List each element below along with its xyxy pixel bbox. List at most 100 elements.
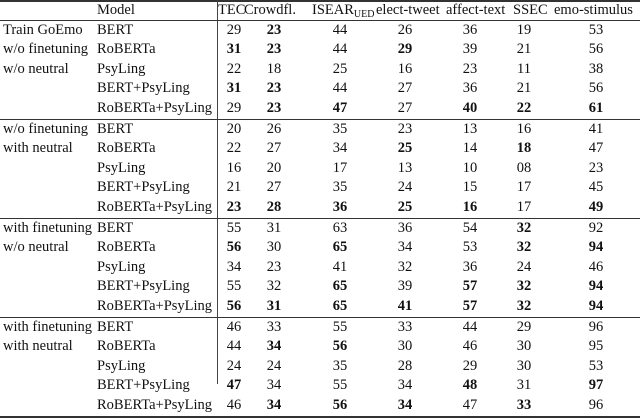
top-rule	[0, 0, 640, 2]
table-cell: 29	[397, 41, 413, 58]
table-cell: 36	[462, 80, 478, 97]
group-rule	[0, 119, 640, 120]
table-cell: 56	[226, 239, 242, 256]
table-cell: 29	[226, 99, 242, 116]
table-cell: 53	[588, 21, 604, 38]
table-cell: 24	[516, 258, 532, 275]
table-cell: 35	[332, 357, 348, 374]
table-cell: 25	[397, 198, 413, 215]
table-cell: 65	[332, 297, 348, 314]
table-cell: 24	[226, 357, 242, 374]
model-name: BERT+PsyLing	[97, 179, 190, 196]
column-separator	[217, 0, 218, 384]
table-cell: 56	[588, 80, 604, 97]
table-cell: 13	[462, 120, 478, 137]
table-cell: 23	[266, 258, 282, 275]
model-name: BERT	[97, 318, 134, 335]
model-name: RoBERTa+PsyLing	[97, 99, 213, 116]
table-cell: 23	[588, 159, 604, 176]
table-cell: 63	[332, 219, 348, 236]
table-cell: 26	[266, 120, 282, 137]
model-name: BERT+PsyLing	[97, 80, 190, 97]
table-cell: 31	[516, 377, 532, 394]
header-isear: ISEARUED	[312, 2, 375, 20]
table-cell: 31	[226, 41, 242, 58]
table-cell: 23	[266, 99, 282, 116]
table-cell: 36	[462, 258, 478, 275]
table-cell: 32	[516, 219, 532, 236]
table-cell: 18	[266, 60, 282, 77]
table-cell: 47	[588, 140, 604, 157]
table-cell: 33	[397, 318, 413, 335]
table-cell: 65	[332, 278, 348, 295]
table-cell: 61	[588, 99, 604, 116]
table-cell: 16	[462, 198, 478, 215]
table-cell: 55	[332, 377, 348, 394]
table-cell: 48	[462, 377, 478, 394]
table-cell: 27	[266, 179, 282, 196]
table-cell: 53	[462, 239, 478, 256]
table-cell: 31	[226, 80, 242, 97]
table-cell: 28	[397, 357, 413, 374]
table-cell: 23	[266, 21, 282, 38]
table-cell: 25	[397, 140, 413, 157]
table-cell: 27	[397, 99, 413, 116]
table-cell: 55	[332, 318, 348, 335]
table-cell: 56	[226, 297, 242, 314]
header-emo-stimulus: emo-stimulus	[554, 2, 633, 18]
table-cell: 32	[516, 278, 532, 295]
table-cell: 17	[516, 198, 532, 215]
table-cell: 25	[332, 60, 348, 77]
table-cell: 17	[516, 179, 532, 196]
table-cell: 94	[588, 278, 604, 295]
table-cell: 15	[462, 179, 478, 196]
table-cell: 22	[226, 60, 242, 77]
table-cell: 57	[462, 297, 478, 314]
table-cell: 34	[266, 338, 282, 355]
table-cell: 96	[588, 318, 604, 335]
table-cell: 56	[332, 338, 348, 355]
group-label: with neutral	[3, 338, 73, 355]
table-cell: 31	[266, 219, 282, 236]
table-cell: 24	[266, 357, 282, 374]
table-cell: 23	[462, 60, 478, 77]
table-cell: 16	[226, 159, 242, 176]
group-label: with finetuning	[3, 219, 93, 236]
model-name: BERT	[97, 219, 134, 236]
model-name: BERT	[97, 120, 134, 137]
header-tec: TEC	[218, 2, 246, 18]
table-cell: 20	[226, 120, 242, 137]
table-cell: 46	[462, 338, 478, 355]
table-cell: 34	[226, 258, 242, 275]
table-cell: 39	[462, 41, 478, 58]
table-cell: 41	[588, 120, 604, 137]
table-cell: 14	[462, 140, 478, 157]
table-cell: 92	[588, 219, 604, 236]
model-name: PsyLing	[97, 60, 146, 77]
table-cell: 11	[517, 60, 531, 77]
table-cell: 29	[226, 21, 242, 38]
table-cell: 22	[516, 99, 532, 116]
table-cell: 54	[462, 219, 478, 236]
table-cell: 46	[226, 318, 242, 335]
table-cell: 30	[516, 338, 532, 355]
table-cell: 56	[588, 41, 604, 58]
model-name: BERT+PsyLing	[97, 377, 190, 394]
table-cell: 29	[462, 357, 478, 374]
group-label: w/o neutral	[3, 239, 69, 256]
table-cell: 22	[226, 140, 242, 157]
table-cell: 45	[588, 179, 604, 196]
table-cell: 10	[462, 159, 478, 176]
table-cell: 23	[266, 41, 282, 58]
model-name: RoBERTa+PsyLing	[97, 198, 213, 215]
table-cell: 35	[332, 179, 348, 196]
group-label: w/o finetuning	[3, 41, 88, 58]
group-label: with finetuning	[3, 318, 93, 335]
model-name: PsyLing	[97, 258, 146, 275]
table-cell: 47	[226, 377, 242, 394]
table-cell: 44	[462, 318, 478, 335]
table-cell: 53	[588, 357, 604, 374]
model-name: BERT	[97, 21, 134, 38]
table-cell: 23	[397, 120, 413, 137]
table-cell: 44	[332, 21, 348, 38]
